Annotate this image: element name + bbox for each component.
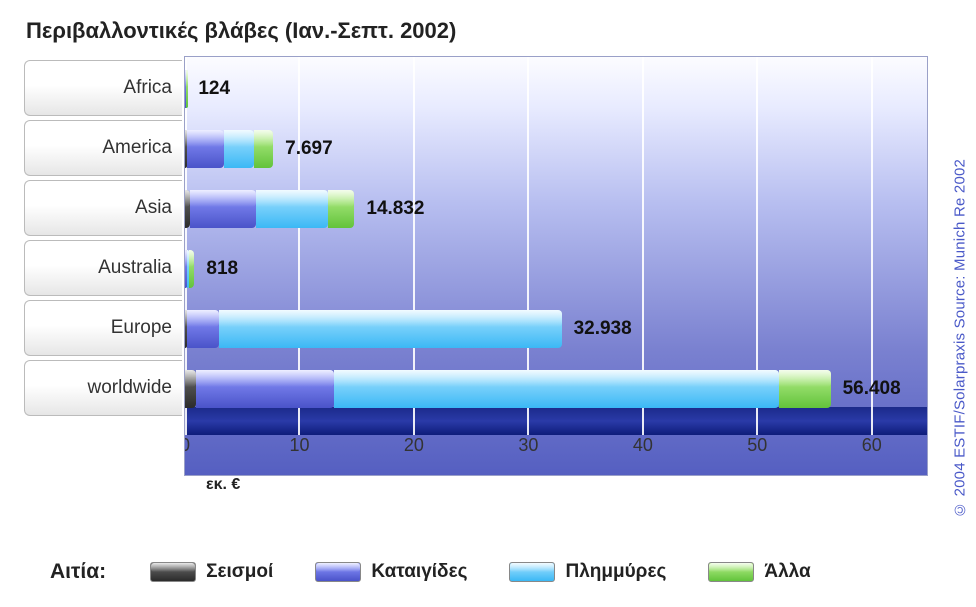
x-axis-base bbox=[185, 407, 927, 435]
x-tick: 0 bbox=[184, 435, 190, 456]
bar-total-label: 56.408 bbox=[833, 370, 901, 408]
bar-segment-earthquakes bbox=[185, 370, 196, 408]
bar-segment-storms bbox=[190, 190, 256, 228]
legend-item-storms: Καταιγίδες bbox=[315, 561, 467, 583]
bar-total-label: 7.697 bbox=[275, 130, 333, 168]
legend-label: Άλλα bbox=[764, 561, 810, 583]
bar-segment-storms bbox=[196, 370, 333, 408]
bar-segment-floods bbox=[224, 130, 254, 168]
bar-segment-other bbox=[779, 370, 831, 408]
bar-segment-storms bbox=[187, 130, 224, 168]
legend-item-floods: Πλημμύρες bbox=[509, 561, 666, 583]
legend-swatch bbox=[150, 562, 196, 582]
bar-segment-earthquakes bbox=[185, 190, 190, 228]
legend-label: Πλημμύρες bbox=[565, 561, 666, 583]
x-tick: 10 bbox=[289, 435, 309, 456]
legend-item-earthquakes: Σεισμοί bbox=[150, 561, 273, 583]
bar-total-label: 124 bbox=[188, 70, 230, 108]
bar-segment-other bbox=[254, 130, 273, 168]
legend-swatch bbox=[708, 562, 754, 582]
x-axis: 0 10 20 30 40 50 60 bbox=[185, 435, 927, 475]
x-tick: 40 bbox=[633, 435, 653, 456]
x-tick: 30 bbox=[518, 435, 538, 456]
source-credit: © 2004 ESTIF/Solarpraxis Source: Munich … bbox=[950, 58, 970, 518]
bar-total-label: 14.832 bbox=[356, 190, 424, 228]
x-axis-unit: εκ. € bbox=[206, 476, 240, 494]
chart-title: Περιβαλλοντικές βλάβες (Ιαν.-Σεπτ. 2002) bbox=[0, 0, 976, 44]
bar-total-label: 818 bbox=[196, 250, 238, 288]
category-label: Asia bbox=[24, 180, 182, 236]
x-tick: 50 bbox=[747, 435, 767, 456]
plot-area: 0 10 20 30 40 50 60 124 7.697 14.832 818 32.938 56.… bbox=[184, 56, 928, 476]
category-label: Australia bbox=[24, 240, 182, 296]
bar-segment-other bbox=[328, 190, 354, 228]
legend-swatch bbox=[315, 562, 361, 582]
bar-segment-floods bbox=[219, 310, 561, 348]
bar-segment-other bbox=[189, 250, 195, 288]
x-tick: 60 bbox=[862, 435, 882, 456]
category-labels-column: AfricaAmericaAsiaAustraliaEuropeworldwid… bbox=[24, 56, 184, 476]
legend-label: Σεισμοί bbox=[206, 561, 273, 583]
legend-lead: Αιτία: bbox=[50, 560, 106, 584]
category-label: worldwide bbox=[24, 360, 182, 416]
legend-swatch bbox=[509, 562, 555, 582]
chart-container: AfricaAmericaAsiaAustraliaEuropeworldwid… bbox=[24, 56, 930, 496]
bar-segment-floods bbox=[334, 370, 779, 408]
legend: Αιτία: Σεισμοί Καταιγίδες Πλημμύρες Άλλα bbox=[50, 551, 950, 593]
x-tick: 20 bbox=[404, 435, 424, 456]
legend-item-other: Άλλα bbox=[708, 561, 810, 583]
legend-label: Καταιγίδες bbox=[371, 561, 467, 583]
bar-segment-storms bbox=[187, 310, 219, 348]
category-label: Europe bbox=[24, 300, 182, 356]
category-label: Africa bbox=[24, 60, 182, 116]
bar-total-label: 32.938 bbox=[564, 310, 632, 348]
bar-segment-floods bbox=[256, 190, 328, 228]
category-label: America bbox=[24, 120, 182, 176]
